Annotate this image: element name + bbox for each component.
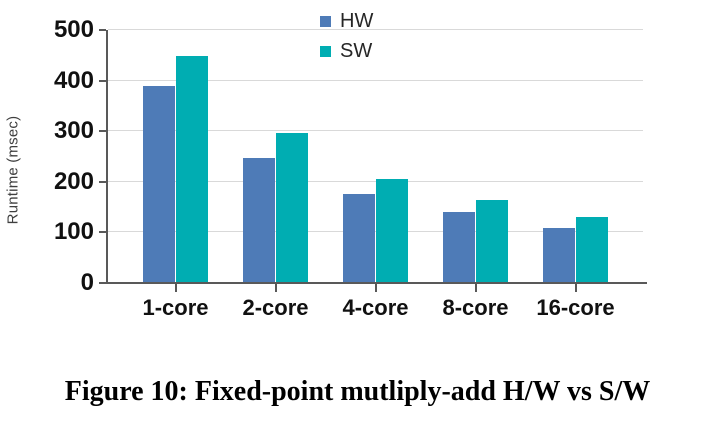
y-axis-tick <box>99 79 106 82</box>
y-axis-tick <box>99 130 106 133</box>
x-axis-label-2-core: 2-core <box>242 295 309 320</box>
hw-series-swatch-icon <box>320 15 331 27</box>
bar-sw-1-core <box>176 56 208 283</box>
legend-entry-sw: SW <box>320 36 373 66</box>
legend: HW SW <box>320 6 373 66</box>
x-axis-tick <box>274 284 277 292</box>
y-axis-tick <box>99 231 106 234</box>
gridline-500 <box>108 29 643 30</box>
x-axis-label-16-core: 16-core <box>536 295 615 320</box>
bar-sw-4-core <box>376 179 408 283</box>
legend-label-hw: HW <box>340 9 374 32</box>
x-axis-line <box>106 282 647 284</box>
x-axis-tick <box>174 284 177 292</box>
x-axis-tick <box>574 284 577 292</box>
y-axis-tick-label-200: 200 <box>53 167 94 195</box>
bar-hw-4-core <box>343 194 375 283</box>
bar-hw-1-core <box>143 86 175 283</box>
bar-hw-16-core <box>543 228 575 283</box>
y-axis-tick-label-400: 400 <box>53 66 94 94</box>
gridline-100 <box>108 231 643 233</box>
gridline-300 <box>108 130 643 132</box>
x-axis-tick <box>374 284 377 292</box>
legend-entry-hw: HW <box>320 6 373 36</box>
bar-hw-2-core <box>243 158 275 283</box>
y-axis-tick-label-100: 100 <box>53 218 94 246</box>
y-axis-title: Runtime (msec) <box>4 115 22 225</box>
figure-caption: Figure 10: Fixed-point mutliply-add H/W … <box>64 376 651 407</box>
y-axis-tick-label-500: 500 <box>53 16 94 43</box>
bar-hw-8-core <box>443 212 475 283</box>
y-axis-tick-label-0: 0 <box>80 269 94 296</box>
x-axis-label-4-core: 4-core <box>342 295 409 320</box>
legend-label-sw: SW <box>340 39 373 62</box>
y-axis-tick-label-300: 300 <box>53 117 94 145</box>
y-axis-line <box>106 30 108 283</box>
y-axis-tick <box>99 29 106 31</box>
y-axis-tick <box>99 282 106 284</box>
x-axis-label-1-core: 1-core <box>142 295 209 320</box>
sw-series-swatch-icon <box>320 45 331 57</box>
runtime-bar-chart: Runtime (msec) 0 100 200 300 400 500 1-core 2-c… <box>4 6 647 320</box>
x-axis-tick <box>474 284 477 292</box>
bar-sw-8-core <box>476 200 508 283</box>
y-axis-tick <box>99 180 106 183</box>
plot-area <box>108 29 643 283</box>
x-axis-label-8-core: 8-core <box>442 295 509 320</box>
gridline-400 <box>108 79 643 81</box>
bar-sw-16-core <box>576 217 608 283</box>
bar-sw-2-core <box>276 133 308 283</box>
gridline-200 <box>108 180 643 182</box>
